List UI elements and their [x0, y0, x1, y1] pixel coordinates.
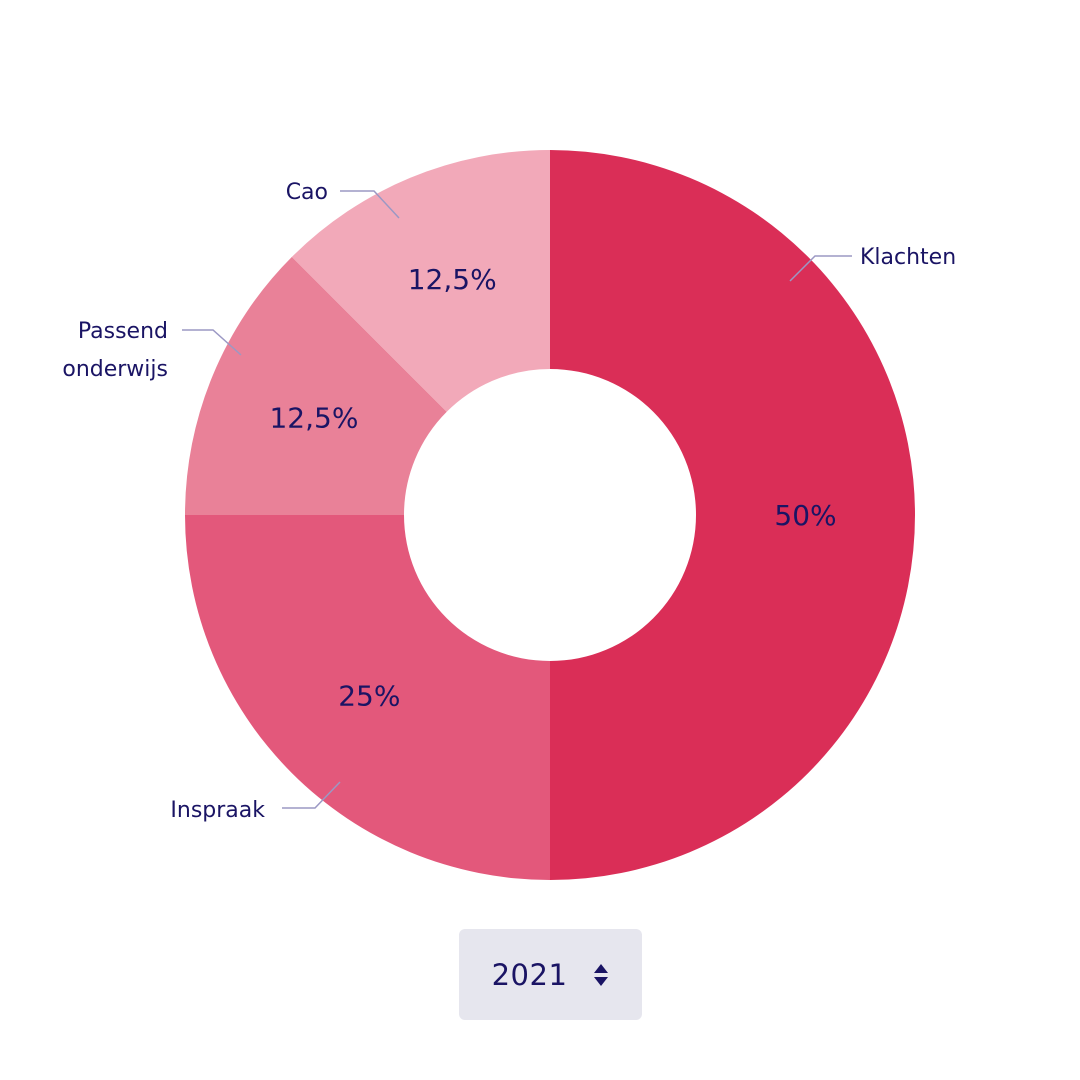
leader-line: [340, 190, 400, 219]
slice-value-label: 12,5%: [269, 401, 358, 434]
slice-value-label: 25%: [338, 680, 400, 713]
category-label: onderwijs: [62, 357, 168, 382]
sort-updown-icon: [593, 963, 609, 987]
category-label: Inspraak: [170, 798, 265, 823]
slice-value-label: 12,5%: [408, 263, 497, 296]
donut-slice-inspraak: [185, 515, 550, 880]
year-select-value: 2021: [491, 957, 568, 992]
slice-value-label: 50%: [774, 499, 836, 532]
donut-chart: 50% 25% 12,5% 12,5% Klachten Inspraak Passend o…: [62, 150, 956, 880]
year-select[interactable]: 2021: [459, 929, 642, 1020]
category-label: Cao: [286, 180, 328, 205]
category-label: Klachten: [860, 245, 956, 270]
leader-line: [282, 781, 341, 809]
donut-slice-passend-onderwijs: [185, 256, 447, 515]
donut-slice-cao: [291, 150, 550, 412]
category-label: Passend: [78, 319, 168, 344]
donut-slice-klachten: [550, 150, 915, 880]
leader-line: [182, 329, 242, 356]
leader-line: [789, 255, 852, 282]
